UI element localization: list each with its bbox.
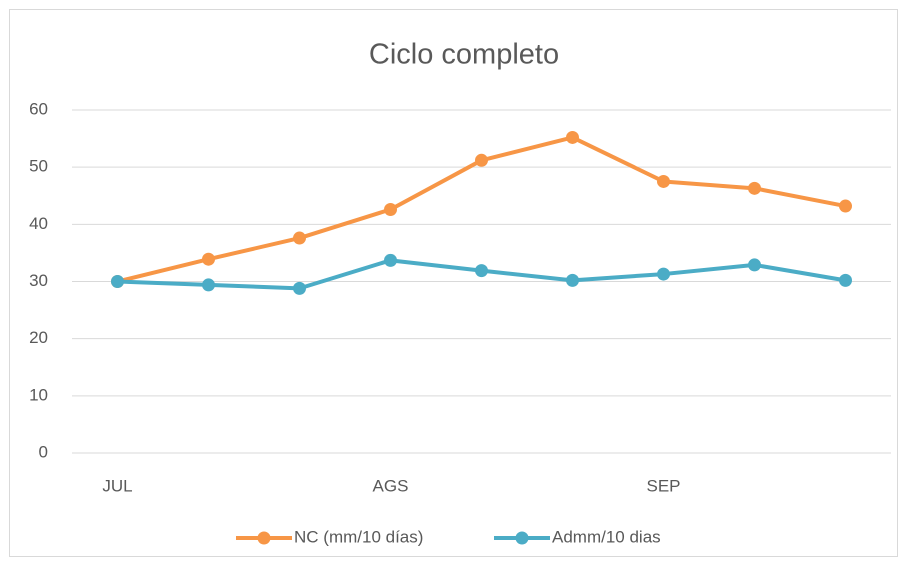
series-point xyxy=(384,253,397,267)
y-tick-label: 40 xyxy=(29,214,48,233)
series-point xyxy=(475,264,488,278)
series-point xyxy=(657,174,670,188)
y-tick-label: 50 xyxy=(29,157,48,176)
y-tick-label: 0 xyxy=(39,442,48,461)
series-point xyxy=(566,130,579,144)
legend-marker xyxy=(515,531,529,545)
x-tick-label: AGS xyxy=(373,476,409,495)
x-tick-label: JUL xyxy=(102,476,132,495)
series-point xyxy=(839,273,852,287)
series-point xyxy=(839,199,852,213)
series-point xyxy=(384,202,397,216)
series-point xyxy=(566,273,579,287)
series-point xyxy=(475,153,488,167)
chart-title: Ciclo completo xyxy=(369,39,559,71)
series-point xyxy=(111,275,124,288)
series-point xyxy=(293,231,306,245)
series-point xyxy=(748,258,761,272)
series-point xyxy=(748,181,761,195)
y-tick-label: 60 xyxy=(29,99,48,118)
series-point xyxy=(293,281,306,295)
legend-label: Admm/10 dias xyxy=(552,527,661,546)
series-point xyxy=(202,252,215,266)
y-tick-label: 10 xyxy=(29,385,48,404)
series-point xyxy=(657,267,670,281)
series-point xyxy=(202,278,215,292)
legend-label: NC (mm/10 días) xyxy=(294,527,423,546)
legend-marker xyxy=(257,531,271,545)
x-tick-label: SEP xyxy=(646,476,680,495)
y-tick-label: 30 xyxy=(29,271,48,290)
y-tick-label: 20 xyxy=(29,328,48,347)
